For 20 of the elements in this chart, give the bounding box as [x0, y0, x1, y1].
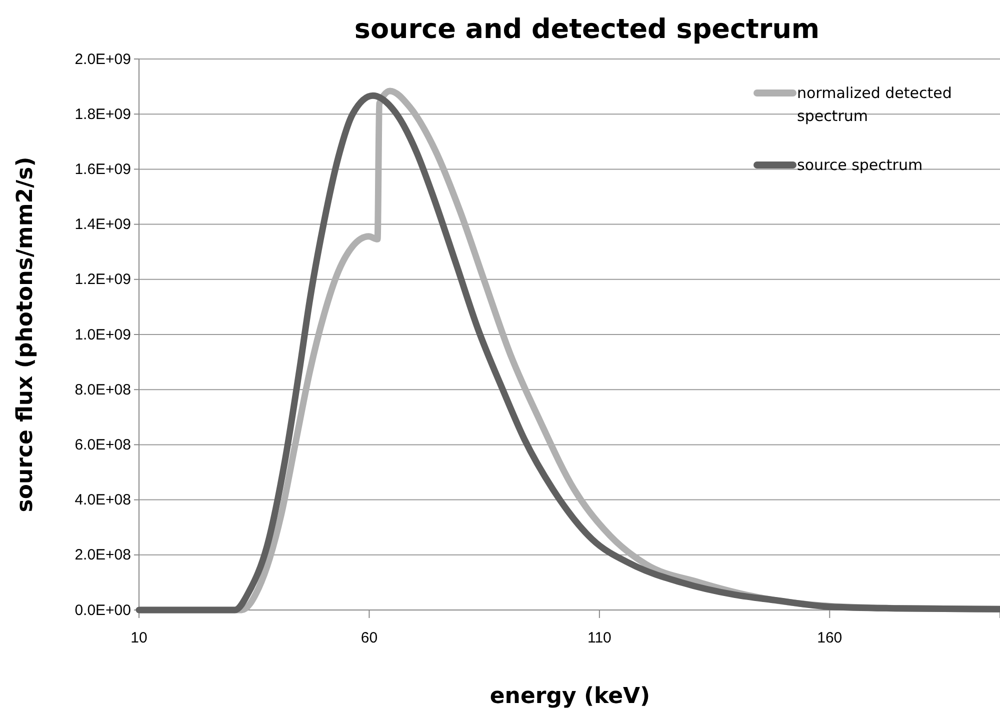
x-tick-label: 10	[130, 630, 148, 647]
y-tick-label: 2.0E+09	[74, 50, 131, 68]
y-tick-label: 0.0E+00	[74, 602, 131, 619]
legend-label: normalized detected spectrum	[797, 84, 952, 125]
legend-label: source spectrum	[797, 156, 923, 174]
y-tick-label: 4.0E+08	[74, 492, 131, 509]
y-tick-label: 1.8E+09	[74, 106, 131, 123]
y-tick-label: 6.0E+08	[74, 436, 131, 454]
y-tick-label: 1.0E+09	[74, 326, 131, 344]
x-tick-label: 60	[360, 630, 378, 647]
chart-title: source and detected spectrum	[354, 14, 820, 45]
y-tick-label: 1.6E+09	[74, 161, 131, 178]
y-tick-label: 2.0E+08	[74, 546, 131, 564]
y-tick-label: 1.2E+09	[74, 271, 131, 288]
x-axis-title: energy (keV)	[490, 684, 650, 709]
x-tick-label: 160	[817, 630, 842, 647]
y-axis-title: source flux (photons/mm2/s)	[13, 156, 38, 512]
x-tick-label: 110	[587, 630, 612, 647]
y-tick-label: 1.4E+09	[74, 216, 131, 234]
y-tick-label: 8.0E+08	[74, 381, 131, 398]
